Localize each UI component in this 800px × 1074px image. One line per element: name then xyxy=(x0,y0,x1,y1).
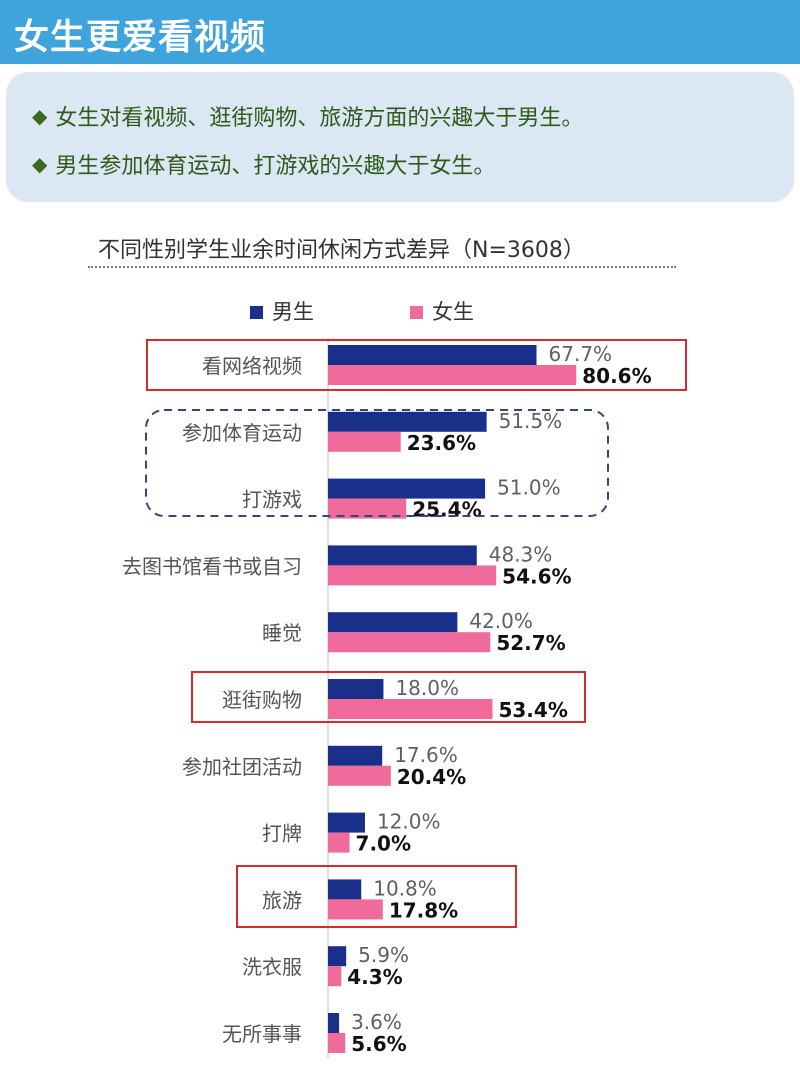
category-label: 逛街购物 xyxy=(222,688,302,712)
bar-male xyxy=(328,879,362,900)
highlight-box-red xyxy=(236,865,517,928)
category-label: 看网络视频 xyxy=(202,354,302,378)
bar-female xyxy=(328,565,497,586)
bar-male xyxy=(328,812,365,833)
summary-point-text: 男生参加体育运动、打游戏的兴趣大于女生。 xyxy=(55,154,496,179)
legend-label: 女生 xyxy=(432,300,474,324)
bar-female xyxy=(328,765,391,786)
data-label-female: 54.6% xyxy=(502,564,571,588)
bar-female xyxy=(328,966,342,987)
data-label-female: 25.4% xyxy=(412,498,481,522)
bar-female xyxy=(328,832,350,853)
data-label-female: 53.4% xyxy=(498,698,567,722)
bar-male xyxy=(328,612,458,633)
data-label-female: 23.6% xyxy=(407,431,476,455)
legend-swatch-female xyxy=(410,306,423,319)
data-label-male: 51.5% xyxy=(499,409,563,433)
data-label-male: 3.6% xyxy=(351,1010,402,1034)
bar-female xyxy=(328,699,493,719)
category-label: 洗衣服 xyxy=(242,955,302,979)
legend-swatch-male xyxy=(250,306,263,319)
data-label-male: 48.3% xyxy=(489,542,553,566)
highlight-box-dashed xyxy=(145,409,609,517)
summary-point-text: 女生对看视频、逛街购物、旅游方面的兴趣大于男生。 xyxy=(55,106,584,131)
title-divider xyxy=(88,266,676,268)
data-label-male: 10.8% xyxy=(373,876,437,900)
data-label-female: 4.3% xyxy=(347,965,402,989)
data-label-male: 51.0% xyxy=(497,476,561,500)
data-label-male: 18.0% xyxy=(395,676,459,700)
summary-box: ◆ 女生对看视频、逛街购物、旅游方面的兴趣大于男生。 ◆ 男生参加体育运动、打游… xyxy=(6,72,794,202)
diamond-bullet-icon: ◆ xyxy=(32,152,48,176)
chart-title: 不同性别学生业余时间休闲方式差异（N=3608） xyxy=(98,238,585,263)
page-title: 女生更爱看视频 xyxy=(14,18,267,58)
category-label: 打游戏 xyxy=(242,488,302,512)
data-label-male: 67.7% xyxy=(549,342,613,366)
highlight-box-red xyxy=(146,339,687,391)
bar-female xyxy=(328,1033,346,1053)
data-label-female: 5.6% xyxy=(351,1032,406,1056)
category-label: 睡觉 xyxy=(262,621,302,645)
summary-point-1: ◆ 女生对看视频、逛街购物、旅游方面的兴趣大于男生。 xyxy=(32,100,583,132)
title-bar: 女生更爱看视频 xyxy=(0,0,800,64)
bar-male xyxy=(328,745,383,766)
category-label: 去图书馆看书或自习 xyxy=(122,554,302,578)
bar-male xyxy=(328,345,537,365)
summary-point-2: ◆ 男生参加体育运动、打游戏的兴趣大于女生。 xyxy=(32,148,495,180)
bar-male xyxy=(328,1013,340,1033)
diamond-bullet-icon: ◆ xyxy=(32,104,48,128)
bar-male xyxy=(328,545,477,566)
bar-female xyxy=(328,431,401,452)
category-label: 参加社团活动 xyxy=(182,755,302,779)
highlight-box-red xyxy=(191,671,586,723)
data-label-female: 20.4% xyxy=(397,765,466,789)
category-label: 参加体育运动 xyxy=(182,421,302,445)
bar-male xyxy=(328,478,486,499)
bar-female xyxy=(328,498,407,519)
data-label-female: 7.0% xyxy=(356,832,411,856)
data-label-male: 5.9% xyxy=(358,943,409,967)
bar-male xyxy=(328,946,347,967)
bar-female xyxy=(328,632,491,653)
bar-female xyxy=(328,365,577,385)
data-label-female: 52.7% xyxy=(496,631,565,655)
bar-male xyxy=(328,411,487,432)
data-label-female: 17.8% xyxy=(389,898,458,922)
data-label-male: 42.0% xyxy=(469,609,533,633)
category-label: 旅游 xyxy=(262,888,302,912)
bar-male xyxy=(328,679,384,699)
category-label: 打牌 xyxy=(262,822,302,846)
data-label-male: 17.6% xyxy=(394,743,458,767)
category-label: 无所事事 xyxy=(222,1022,302,1046)
data-label-male: 12.0% xyxy=(377,810,441,834)
data-label-female: 80.6% xyxy=(582,364,651,388)
bar-female xyxy=(328,899,383,920)
legend-label: 男生 xyxy=(272,300,314,324)
